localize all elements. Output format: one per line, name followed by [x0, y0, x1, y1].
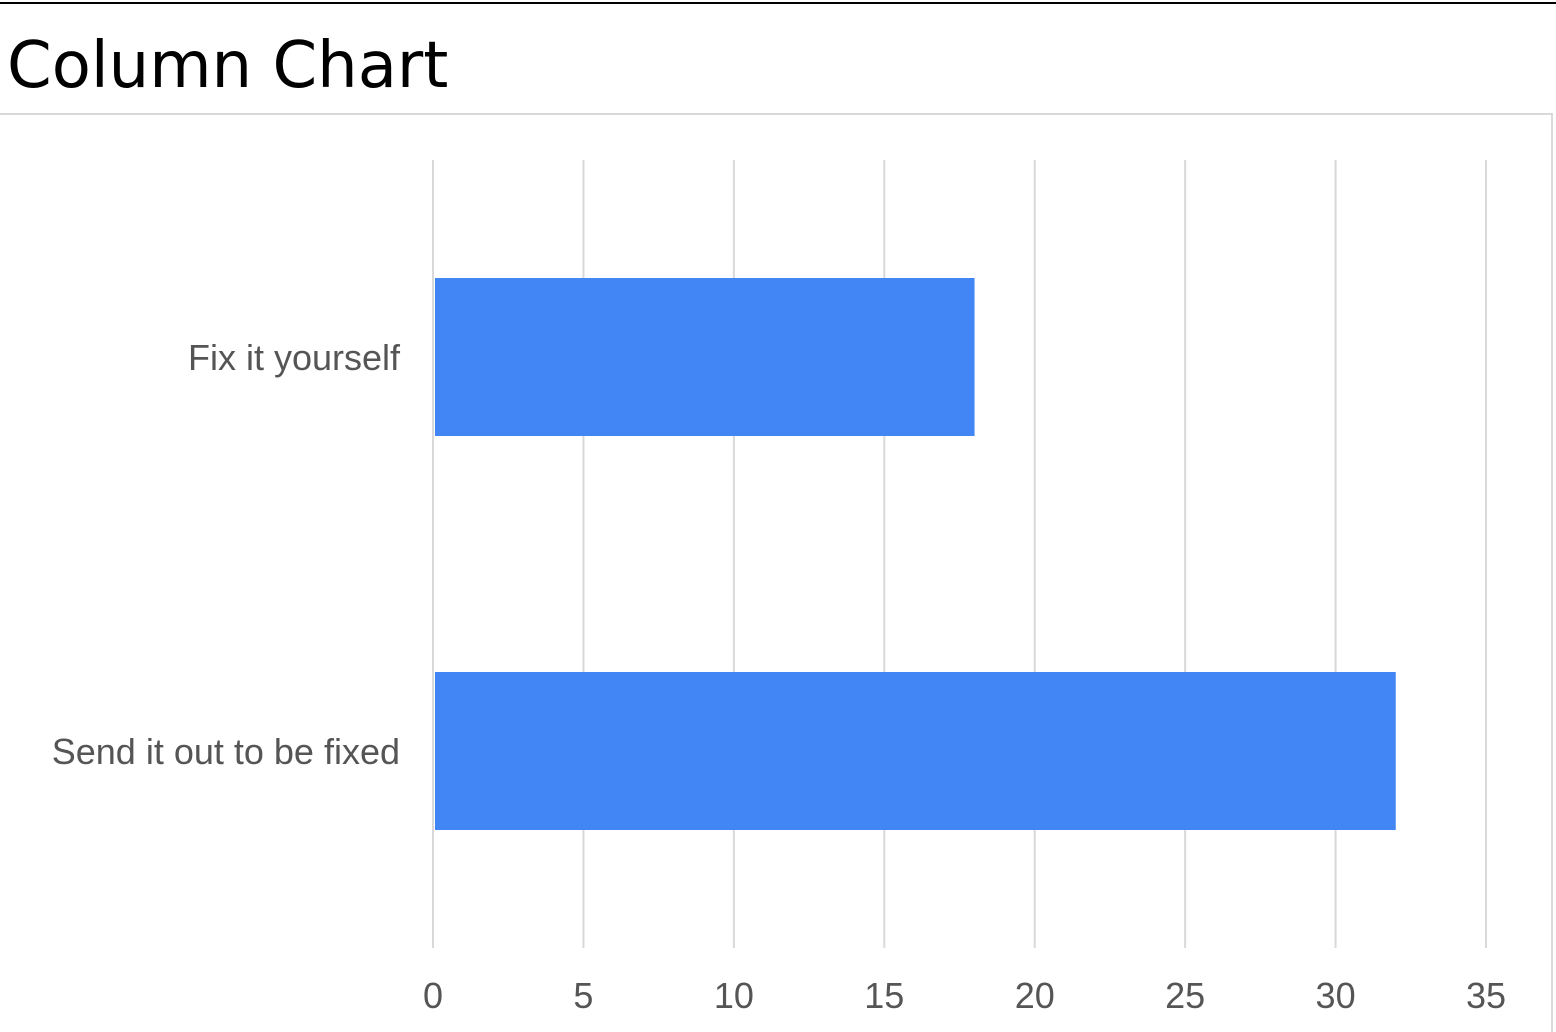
x-tick-label: 0: [423, 975, 443, 1016]
top-rule: [0, 2, 1556, 4]
x-axis-tick-labels: 0 5 10 15 20 25 30 35: [423, 975, 1506, 1016]
x-tick-label: 15: [864, 975, 904, 1016]
bar-0: [435, 278, 975, 436]
x-tick-label: 10: [714, 975, 754, 1016]
category-label: Fix it yourself: [188, 337, 401, 378]
category-label: Send it out to be fixed: [52, 731, 400, 772]
x-tick-label: 35: [1466, 975, 1506, 1016]
x-tick-label: 25: [1165, 975, 1205, 1016]
x-tick-label: 20: [1015, 975, 1055, 1016]
chart-panel: [0, 113, 1553, 1032]
x-tick-label: 5: [573, 975, 593, 1016]
x-tick-label: 30: [1316, 975, 1356, 1016]
category-labels: Fix it yourself Send it out to be fixed: [52, 337, 401, 772]
bars: [435, 278, 1396, 830]
bar-1: [435, 672, 1396, 830]
page-title: Column Chart: [7, 29, 449, 103]
